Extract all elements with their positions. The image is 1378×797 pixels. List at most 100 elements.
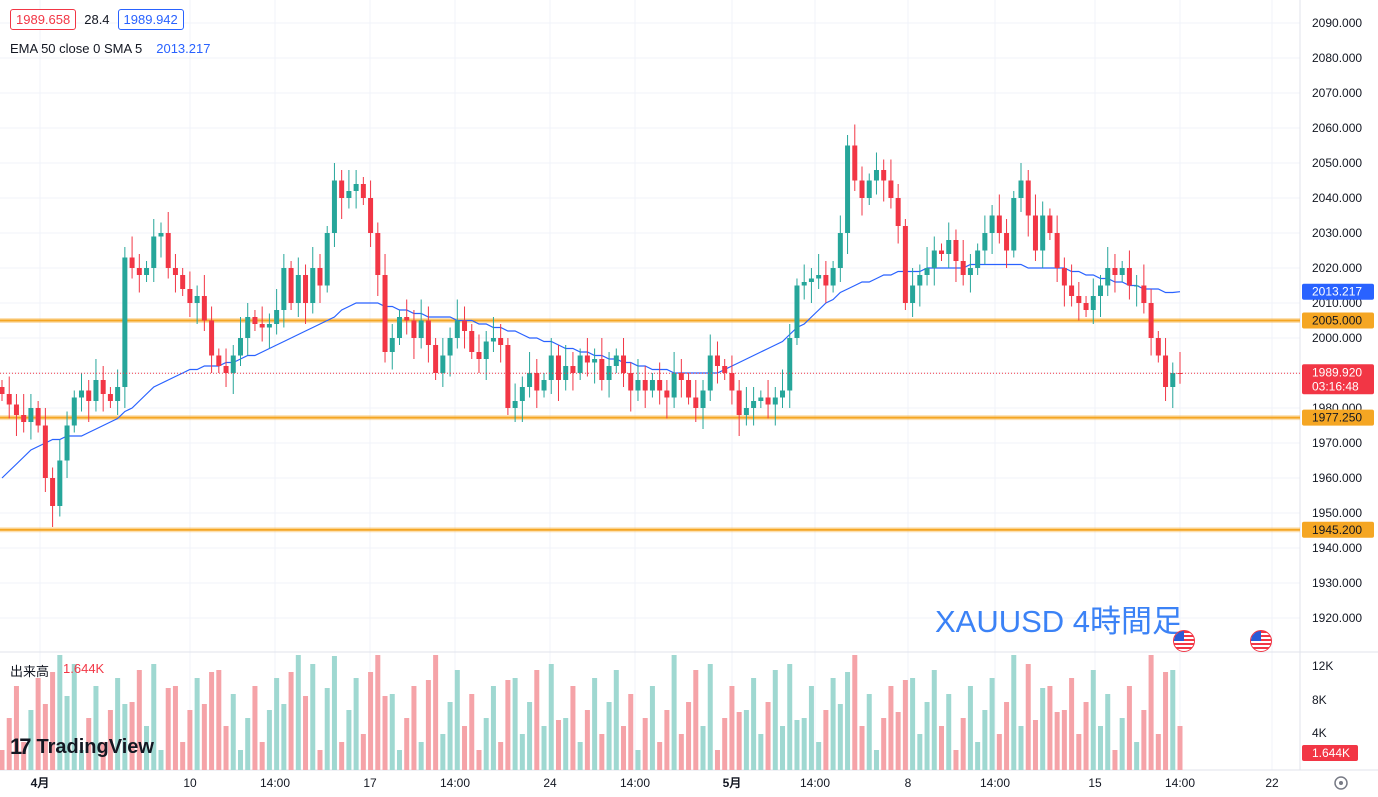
- candle-body[interactable]: [982, 233, 988, 251]
- candle-body[interactable]: [136, 268, 142, 275]
- candle-body[interactable]: [512, 401, 518, 408]
- candle-body[interactable]: [555, 355, 561, 381]
- candle-body[interactable]: [1018, 180, 1024, 199]
- candle-body[interactable]: [888, 180, 894, 199]
- candle-body[interactable]: [772, 397, 778, 405]
- candle-body[interactable]: [237, 338, 243, 356]
- candle-body[interactable]: [165, 233, 171, 268]
- candle-body[interactable]: [577, 355, 583, 374]
- candle-body[interactable]: [360, 184, 366, 198]
- candle-body[interactable]: [346, 191, 352, 198]
- candle-body[interactable]: [490, 338, 496, 342]
- candle-body[interactable]: [1083, 303, 1089, 310]
- candle-body[interactable]: [35, 408, 41, 426]
- candle-body[interactable]: [736, 390, 742, 416]
- candle-body[interactable]: [57, 460, 63, 507]
- candle-body[interactable]: [317, 268, 323, 286]
- candle-body[interactable]: [1112, 268, 1118, 275]
- candle-body[interactable]: [100, 380, 106, 394]
- candle-body[interactable]: [310, 268, 316, 303]
- candle-body[interactable]: [288, 268, 294, 303]
- volume-last-tag[interactable]: [1302, 745, 1358, 761]
- candle-body[interactable]: [1105, 268, 1111, 286]
- candle-body[interactable]: [1141, 285, 1147, 304]
- candle-body[interactable]: [570, 366, 576, 373]
- candle-body[interactable]: [252, 317, 258, 324]
- candle-body[interactable]: [295, 275, 301, 303]
- candle-body[interactable]: [13, 404, 19, 416]
- candle-body[interactable]: [996, 215, 1002, 234]
- candle-body[interactable]: [628, 373, 634, 391]
- candle-body[interactable]: [129, 257, 135, 269]
- candle-body[interactable]: [433, 345, 439, 373]
- level-price-tag[interactable]: [1302, 521, 1374, 538]
- candle-body[interactable]: [1061, 268, 1067, 286]
- candle-body[interactable]: [592, 359, 598, 363]
- candle-body[interactable]: [1025, 180, 1031, 216]
- candle-body[interactable]: [389, 338, 395, 352]
- candle-body[interactable]: [404, 317, 410, 321]
- candle-body[interactable]: [866, 180, 872, 199]
- candle-body[interactable]: [194, 296, 200, 303]
- candle-body[interactable]: [158, 233, 164, 237]
- candle-body[interactable]: [266, 324, 272, 328]
- candle-body[interactable]: [975, 250, 981, 269]
- candle-body[interactable]: [837, 233, 843, 268]
- candle-body[interactable]: [1170, 373, 1176, 387]
- candle-body[interactable]: [216, 355, 222, 367]
- candle-body[interactable]: [816, 275, 822, 279]
- candle-body[interactable]: [758, 397, 764, 402]
- candle-body[interactable]: [21, 415, 27, 422]
- candle-body[interactable]: [42, 425, 48, 479]
- candle-body[interactable]: [527, 373, 533, 387]
- candle-body[interactable]: [989, 215, 995, 234]
- candle-body[interactable]: [960, 261, 966, 275]
- candle-body[interactable]: [6, 394, 12, 405]
- candle-body[interactable]: [621, 355, 627, 374]
- candle-body[interactable]: [657, 380, 663, 391]
- candle-body[interactable]: [801, 282, 807, 286]
- candle-body[interactable]: [787, 338, 793, 391]
- candle-body[interactable]: [0, 387, 5, 394]
- candle-body[interactable]: [483, 341, 489, 360]
- indicator-legend[interactable]: EMA 50 close 0 SMA 5 2013.217: [10, 41, 210, 56]
- candle-body[interactable]: [122, 257, 128, 388]
- candle-body[interactable]: [917, 275, 923, 286]
- candle-body[interactable]: [707, 355, 713, 391]
- candle-body[interactable]: [1076, 296, 1082, 303]
- candle-body[interactable]: [187, 289, 193, 303]
- candle-body[interactable]: [107, 394, 113, 401]
- candle-body[interactable]: [78, 390, 84, 398]
- candle-body[interactable]: [722, 366, 728, 373]
- candle-body[interactable]: [180, 275, 186, 289]
- candle-body[interactable]: [259, 324, 265, 328]
- candle-body[interactable]: [845, 145, 851, 234]
- candle-body[interactable]: [440, 355, 446, 374]
- candle-body[interactable]: [649, 380, 655, 391]
- candle-body[interactable]: [541, 380, 547, 391]
- candle-body[interactable]: [534, 373, 540, 391]
- candle-body[interactable]: [902, 226, 908, 303]
- candle-body[interactable]: [714, 355, 720, 367]
- candle-body[interactable]: [274, 310, 280, 324]
- candle-body[interactable]: [245, 317, 251, 338]
- candle-body[interactable]: [223, 366, 229, 373]
- candle-body[interactable]: [519, 387, 525, 401]
- candle-body[interactable]: [780, 390, 786, 398]
- candle-body[interactable]: [476, 352, 482, 359]
- candle-body[interactable]: [498, 338, 504, 345]
- candle-body[interactable]: [1163, 355, 1169, 388]
- candle-body[interactable]: [1011, 198, 1017, 251]
- candle-body[interactable]: [1134, 285, 1140, 287]
- candle-body[interactable]: [151, 236, 157, 269]
- candle-body[interactable]: [382, 275, 388, 352]
- candle-body[interactable]: [881, 170, 887, 181]
- candle-body[interactable]: [1004, 233, 1010, 251]
- candle-body[interactable]: [411, 320, 417, 339]
- candle-body[interactable]: [852, 145, 858, 181]
- candle-body[interactable]: [144, 268, 150, 275]
- candle-body[interactable]: [64, 425, 70, 461]
- candle-body[interactable]: [71, 397, 77, 426]
- candle-body[interactable]: [425, 320, 431, 346]
- candle-body[interactable]: [1069, 285, 1075, 297]
